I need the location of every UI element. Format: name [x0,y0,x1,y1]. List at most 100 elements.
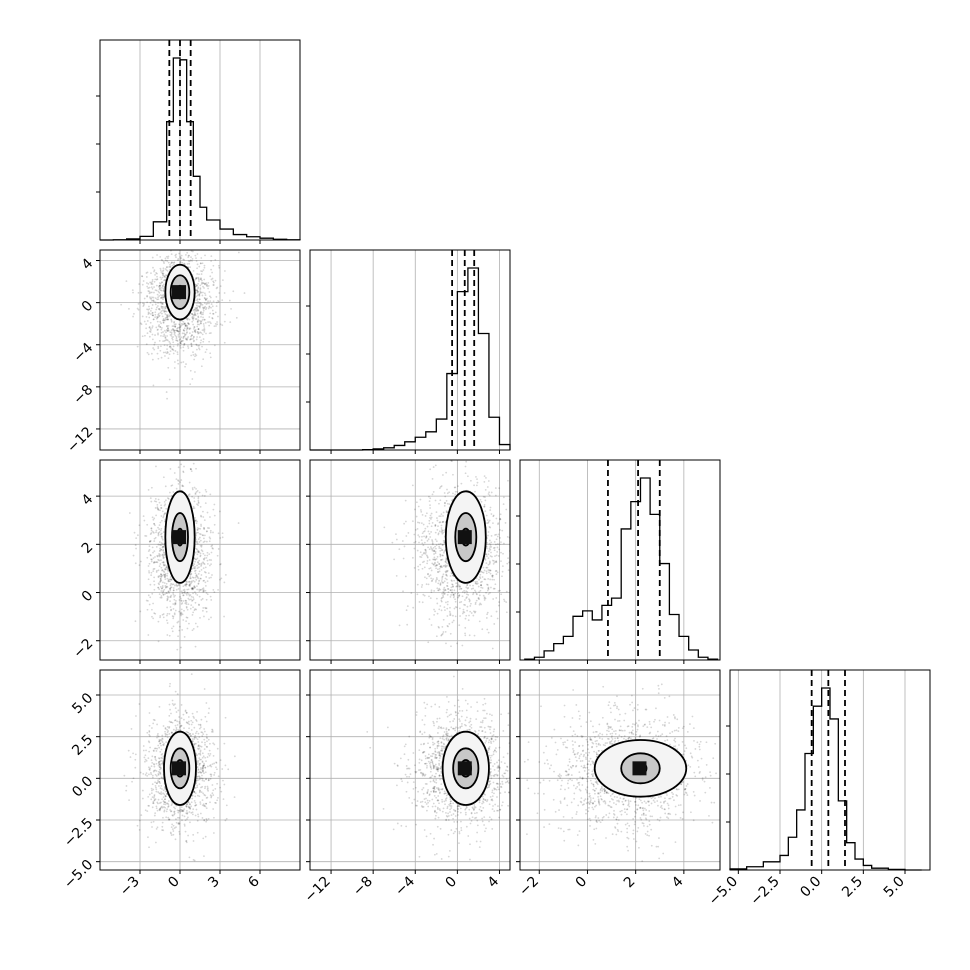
scatter-point [464,604,467,606]
scatter-point [180,336,183,339]
scatter-point [162,561,165,564]
scatter-point [460,587,463,590]
scatter-point [171,348,174,351]
scatter-point [201,770,204,773]
scatter-point [172,607,175,610]
scatter-point [160,559,162,562]
scatter-point [209,296,212,299]
density-peak [172,285,186,300]
scatter-point [201,534,204,536]
scatter-point [427,583,430,586]
scatter-point [517,537,519,539]
scatter-point [194,309,197,312]
scatter-point [440,597,443,600]
scatter-point [193,326,196,328]
scatter-point [198,491,201,494]
scatter-point [185,711,188,714]
scatter-point [500,551,502,554]
scatter-point [441,566,443,569]
scatter-point [179,260,182,263]
scatter-point [167,255,170,258]
scatter-point [161,307,164,310]
scatter-point [197,496,200,498]
scatter-point [453,607,456,610]
scatter-point [437,589,440,592]
scatter-point [161,821,164,824]
scatter-point [458,584,461,587]
scatter-point [488,539,491,542]
scatter-point [493,541,496,543]
scatter-point [155,531,157,534]
scatter-point [209,516,211,518]
scatter-point [166,597,169,600]
scatter-point [200,310,202,313]
scatter-point [144,334,146,337]
scatter-point [188,493,191,496]
scatter-point [152,551,154,554]
scatter-point [489,546,491,548]
scatter-point [169,588,171,590]
scatter-point [161,281,164,284]
scatter-point [193,585,195,588]
scatter-point [403,545,406,548]
scatter-point [160,327,163,329]
scatter-point [480,584,483,587]
scatter-point [158,809,161,812]
scatter-point [151,287,154,290]
scatter-point [212,742,215,745]
scatter-point [188,227,190,229]
scatter-point [202,329,205,331]
scatter-point [164,499,167,502]
scatter-point [134,753,137,756]
scatter-point [450,460,453,463]
scatter-point [161,302,164,305]
scatter-point [162,274,165,277]
scatter-point [186,324,189,327]
scatter-point [163,574,166,576]
scatter-point [166,316,168,319]
scatter-point [180,361,183,364]
scatter-point [436,612,439,615]
scatter-panel-1-4 [96,669,301,874]
scatter-point [153,522,155,525]
scatter-point [192,588,194,591]
scatter-point [149,540,151,542]
scatter-point [192,587,195,590]
scatter-point [153,612,156,615]
scatter-point [219,537,222,539]
scatter-point [504,522,507,524]
scatter-point [169,334,172,336]
scatter-point [209,595,212,598]
scatter-point [194,804,197,807]
scatter-point [182,346,185,349]
scatter-point [200,514,202,517]
scatter-point [474,591,477,593]
scatter-point [197,550,200,553]
scatter-point [160,519,163,522]
scatter-point [195,354,198,357]
scatter-point [152,802,154,805]
scatter-point [153,747,156,750]
scatter-point [212,280,215,283]
scatter-point [486,611,489,614]
scatter-point [146,295,149,298]
scatter-point [440,531,443,533]
scatter-point [423,541,426,544]
scatter-point [157,313,160,316]
scatter-point [494,583,497,586]
scatter-point [427,572,429,575]
scatter-point [438,563,441,566]
scatter-point [438,570,441,573]
scatter-point [196,542,199,545]
scatter-point [157,316,159,319]
scatter-point [491,555,493,558]
scatter-point [181,485,184,488]
scatter-point [401,540,404,542]
scatter-point [190,734,193,737]
scatter-point [180,724,183,727]
scatter-point [493,561,496,564]
scatter-point [428,495,430,498]
scatter-point [160,532,163,535]
scatter-point [457,595,460,598]
scatter-point [165,565,168,568]
